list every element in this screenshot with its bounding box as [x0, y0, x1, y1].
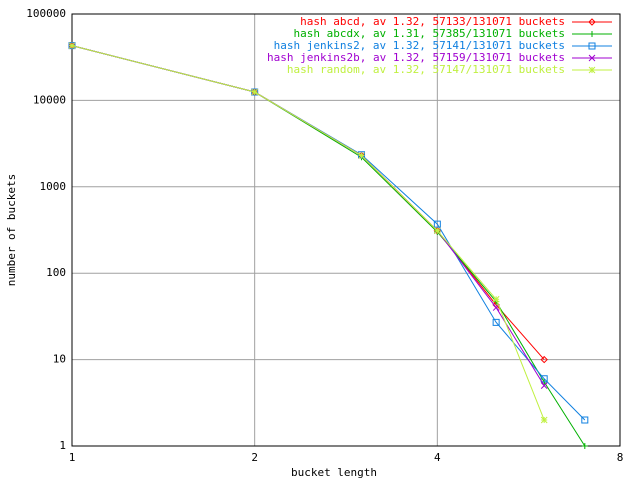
marker — [540, 375, 548, 383]
marker — [540, 382, 548, 389]
y-tick-label: 10 — [53, 353, 66, 366]
marker — [588, 18, 596, 26]
marker — [433, 220, 441, 228]
series-line — [71, 45, 545, 386]
legend-label: hash jenkins2b, av 1.32, 57159/131071 bu… — [267, 51, 565, 64]
x-tick-label: 8 — [617, 451, 624, 464]
marker — [588, 42, 596, 50]
y-tick-label: 100000 — [26, 7, 66, 20]
legend-label: hash random, av 1.32, 57147/131071 bucke… — [287, 63, 565, 76]
marker — [492, 295, 500, 303]
marker — [581, 416, 589, 424]
y-tick-label: 1 — [59, 439, 66, 452]
marker — [540, 355, 548, 364]
x-axis-label: bucket length — [291, 466, 377, 479]
marker — [68, 42, 76, 50]
y-tick-label: 10000 — [33, 93, 66, 106]
marker — [251, 88, 259, 96]
marker — [433, 227, 441, 235]
y-tick-label: 100 — [46, 266, 66, 279]
plot-frame — [71, 13, 621, 447]
series-line — [71, 45, 586, 447]
marker — [589, 31, 595, 37]
legend-label: hash jenkins2, av 1.32, 57141/131071 buc… — [274, 39, 565, 52]
x-tick-label: 1 — [69, 451, 76, 464]
legend-label: hash abcdx, av 1.31, 57385/131071 bucket… — [293, 27, 565, 40]
y-axis-label: number of buckets — [5, 174, 18, 287]
series-line — [71, 45, 586, 421]
marker — [581, 443, 588, 449]
marker — [588, 54, 596, 62]
marker — [540, 416, 548, 424]
marker — [358, 152, 365, 159]
x-tick-label: 4 — [434, 451, 441, 464]
marker — [588, 66, 596, 74]
marker — [251, 88, 259, 96]
legend-label: hash abcd, av 1.32, 57133/131071 buckets — [300, 15, 565, 28]
y-tick-label: 1000 — [40, 180, 67, 193]
marker — [492, 318, 500, 326]
x-tick-label: 2 — [251, 451, 258, 464]
series-line — [71, 45, 545, 360]
series-line — [71, 45, 545, 421]
